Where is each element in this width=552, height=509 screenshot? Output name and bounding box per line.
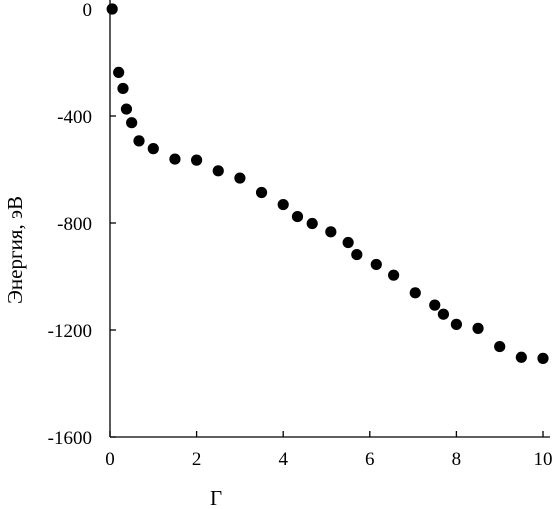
data-point bbox=[325, 226, 337, 238]
data-point bbox=[133, 135, 145, 147]
data-point bbox=[494, 340, 506, 353]
data-point bbox=[126, 117, 138, 129]
data-point bbox=[515, 351, 527, 363]
y-axis-title: Энергия, эВ bbox=[3, 196, 27, 304]
y-tick-label: -1600 bbox=[48, 428, 92, 449]
data-point bbox=[351, 248, 363, 261]
x-tick-label: 4 bbox=[278, 449, 288, 470]
data-point bbox=[306, 217, 318, 230]
data-point bbox=[537, 352, 549, 364]
y-tick-label: -1200 bbox=[48, 321, 92, 342]
data-point bbox=[147, 143, 159, 155]
x-axis-title: Г bbox=[210, 486, 222, 509]
data-points bbox=[106, 3, 549, 364]
data-point bbox=[450, 318, 462, 330]
data-point bbox=[409, 287, 421, 299]
data-point bbox=[191, 154, 203, 166]
data-point bbox=[291, 210, 304, 223]
data-point bbox=[117, 82, 129, 95]
x-tick-label: 8 bbox=[452, 449, 462, 470]
data-point bbox=[212, 165, 224, 177]
y-tick-label: 0 bbox=[83, 0, 93, 21]
data-point bbox=[277, 198, 289, 211]
data-point bbox=[437, 308, 450, 320]
data-point bbox=[106, 3, 118, 15]
data-point bbox=[429, 299, 441, 311]
y-tick-label: -400 bbox=[57, 107, 92, 128]
data-point bbox=[342, 236, 354, 249]
x-tick-label: 10 bbox=[534, 449, 552, 470]
data-point bbox=[388, 269, 400, 281]
data-point bbox=[370, 258, 382, 271]
x-tick-label: 2 bbox=[192, 449, 202, 470]
data-point bbox=[234, 172, 246, 184]
data-point bbox=[169, 153, 181, 165]
x-tick-label: 0 bbox=[105, 449, 115, 470]
y-tick-label: -800 bbox=[57, 214, 92, 235]
x-tick-label: 6 bbox=[365, 449, 375, 470]
x-axis-ticks: 0 2 4 6 8 10 bbox=[105, 431, 552, 470]
y-axis-ticks: 0 -400 -800 -1200 -1600 bbox=[48, 0, 116, 449]
data-point bbox=[472, 322, 484, 334]
data-point bbox=[255, 186, 268, 199]
data-point bbox=[113, 66, 125, 78]
axes bbox=[109, 0, 550, 438]
data-point bbox=[120, 103, 133, 115]
